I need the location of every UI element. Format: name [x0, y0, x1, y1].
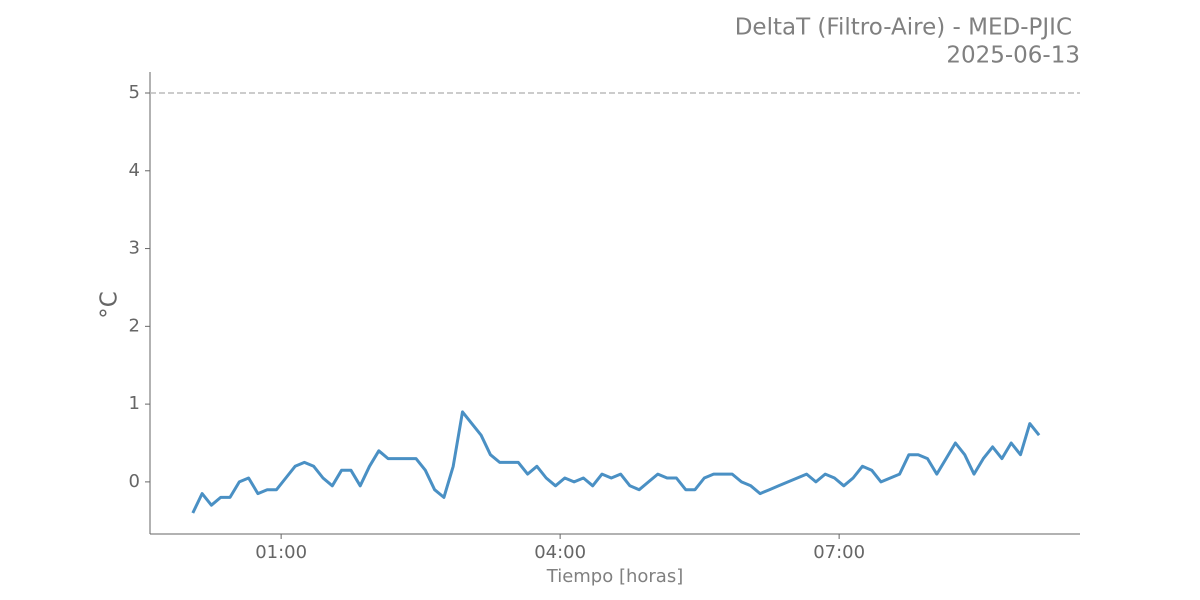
data-line	[191, 410, 1041, 514]
y-tick-label: 3	[129, 238, 140, 259]
y-tick-label: 2	[129, 315, 140, 336]
chart-title: DeltaT (Filtro-Aire) - MED-PJIC	[735, 15, 1072, 41]
y-tick-label: 0	[129, 471, 140, 492]
y-axis-label: °C	[97, 291, 123, 319]
x-tick-label: 04:00	[534, 542, 586, 563]
x-tick-label: 01:00	[255, 542, 307, 563]
x-axis-label: Tiempo [horas]	[546, 566, 684, 587]
chart-subtitle: 2025-06-13	[946, 43, 1080, 69]
y-tick-label: 1	[129, 393, 140, 414]
y-tick-label: 4	[129, 160, 140, 181]
x-tick-label: 07:00	[813, 542, 865, 563]
y-tick-label: 5	[129, 82, 140, 103]
